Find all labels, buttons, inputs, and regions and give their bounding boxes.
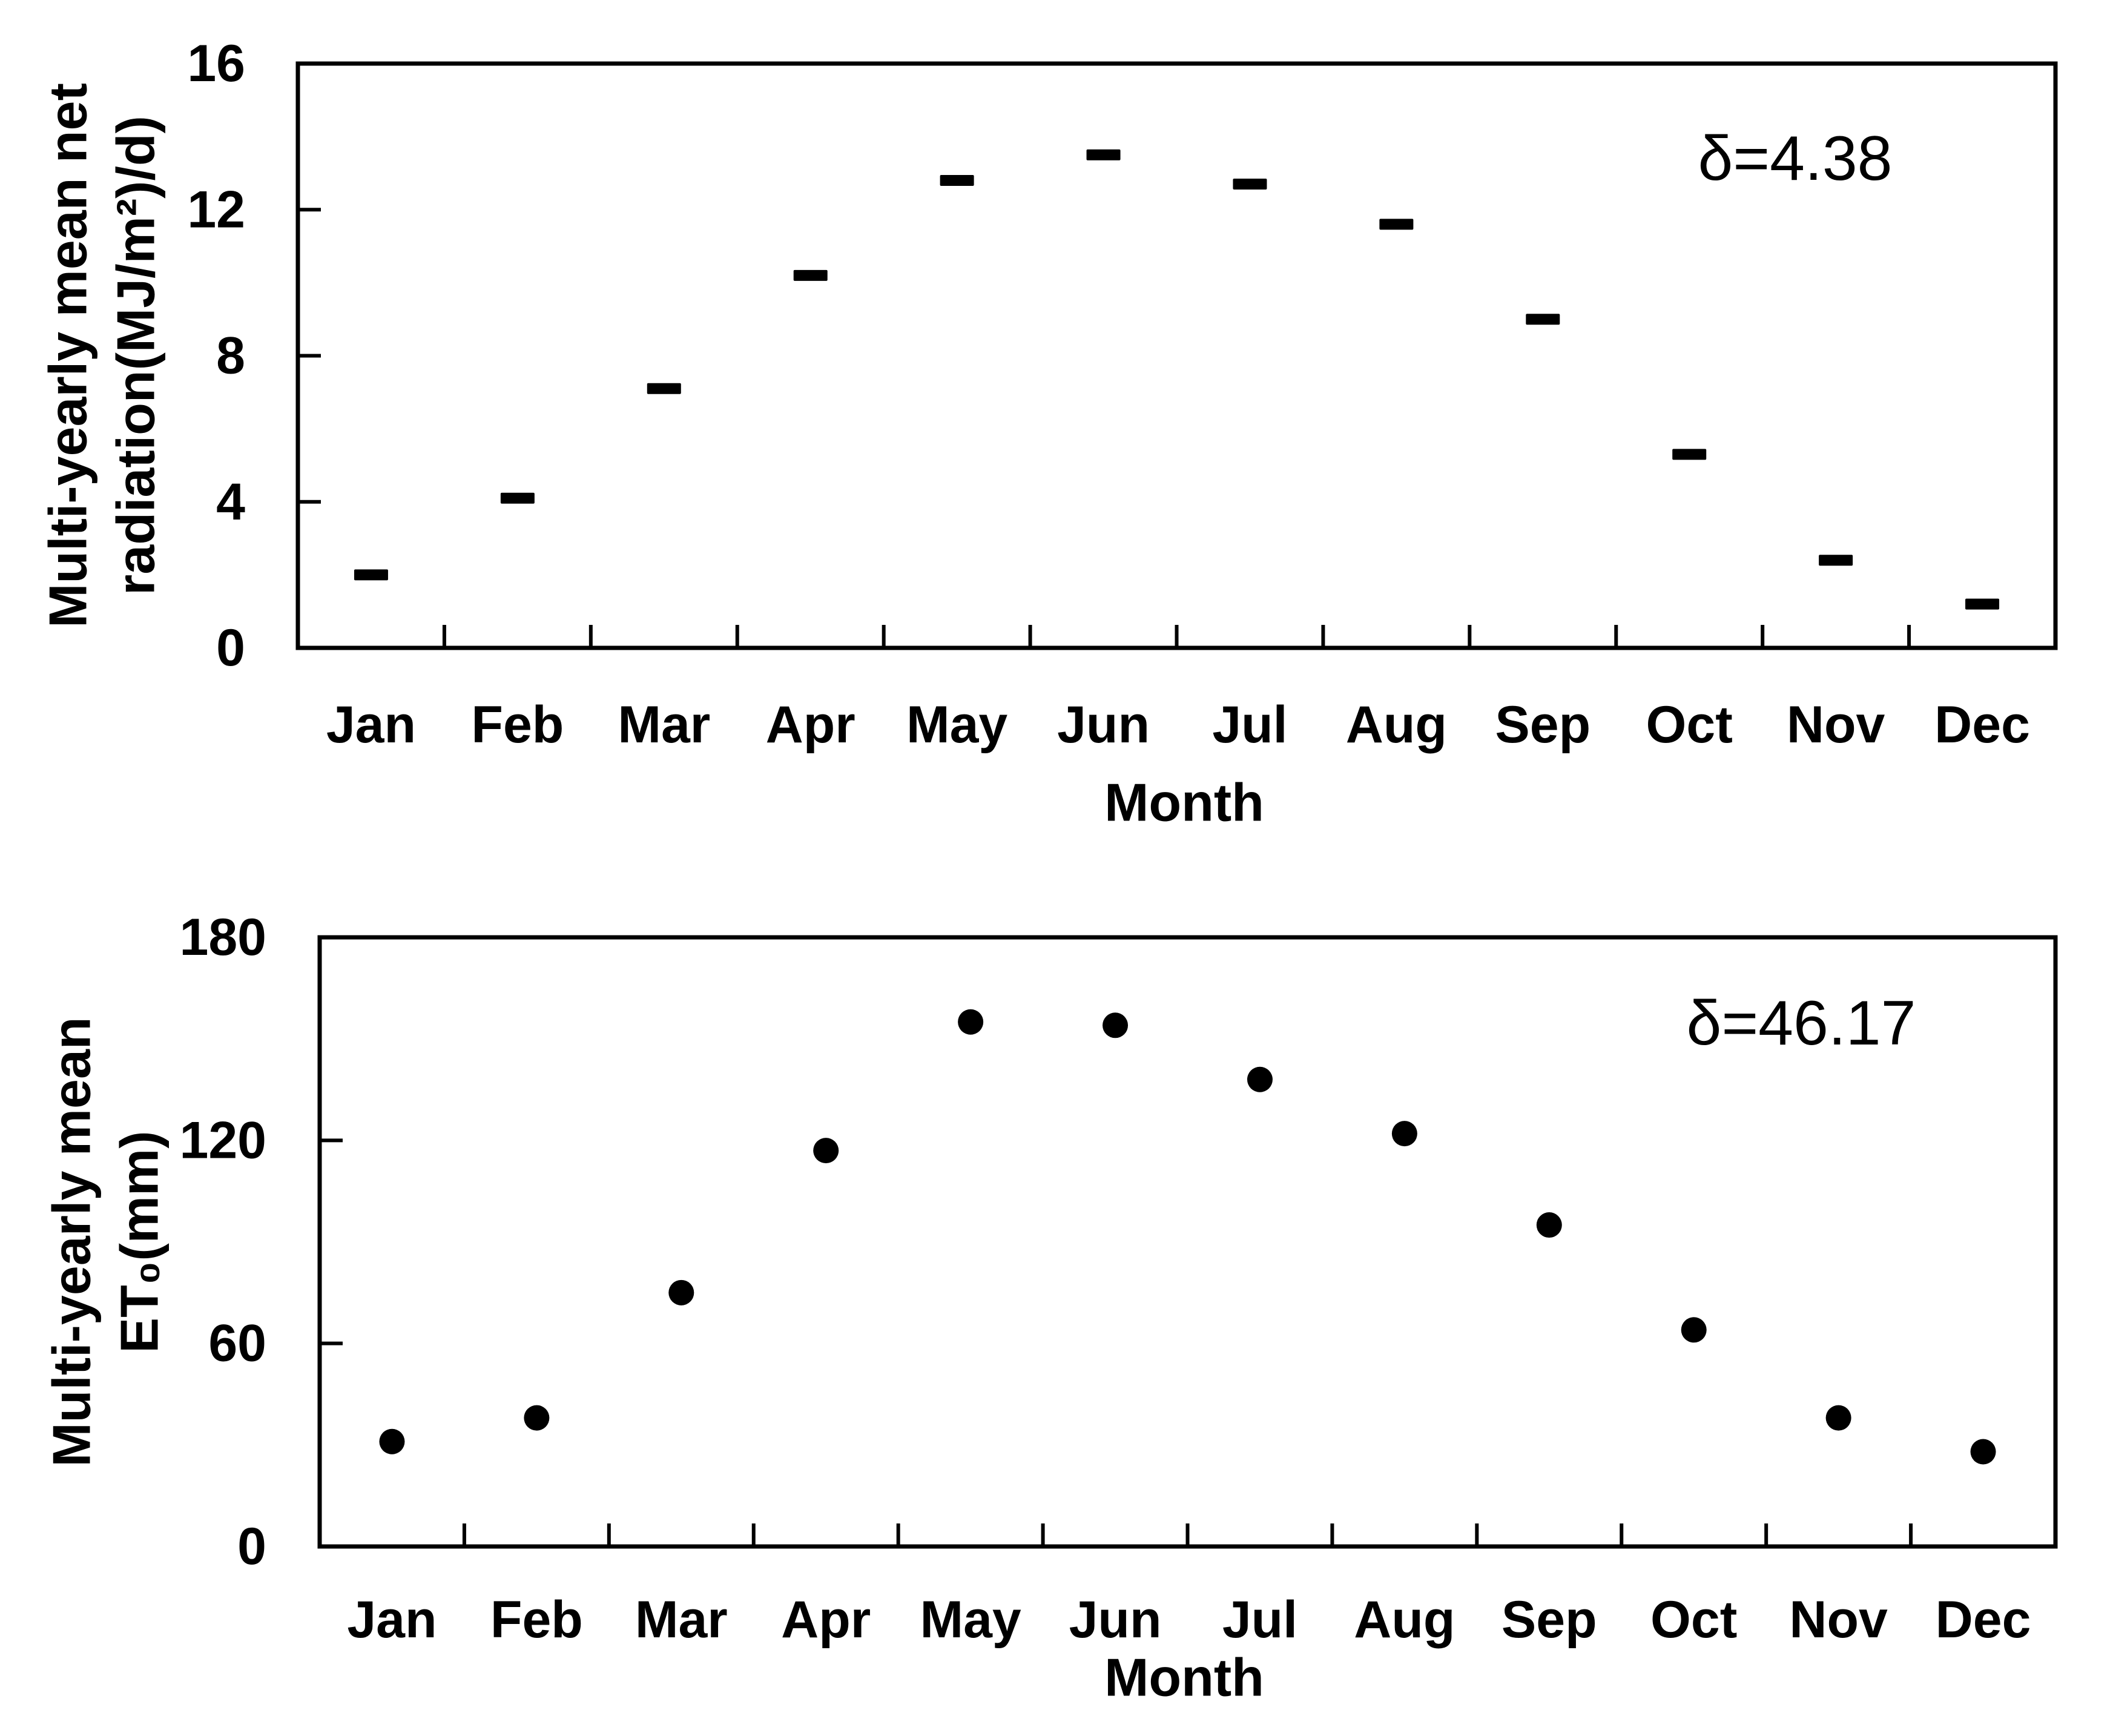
net-radiation-chart: 0 4 8 12 16 Jan Feb Mar Apr May Jun Jul Aug Sep Oct Nov… bbox=[187, 35, 2058, 754]
data-point-marker bbox=[958, 1009, 984, 1035]
x-tick-label: Mar bbox=[618, 696, 710, 754]
data-point-marker bbox=[1819, 555, 1853, 566]
data-point-marker bbox=[1526, 314, 1560, 325]
data-point-marker bbox=[1379, 219, 1414, 230]
data-point-marker bbox=[1391, 1121, 1417, 1147]
x-tick-label: Oct bbox=[1650, 1591, 1737, 1649]
y-tick-label: 120 bbox=[180, 1111, 267, 1169]
y-tick-label: 180 bbox=[180, 908, 267, 966]
data-point-marker bbox=[1247, 1066, 1273, 1092]
x-tick-label: May bbox=[920, 1591, 1021, 1649]
x-tick-label: Feb bbox=[471, 696, 564, 754]
x-tick-label: Jan bbox=[347, 1591, 437, 1649]
y-tick-label: 12 bbox=[187, 180, 245, 239]
top-y-axis-title-line2: radiation(MJ/m²)/d) bbox=[106, 116, 166, 595]
x-tick-label: Nov bbox=[1787, 696, 1885, 754]
x-tick-label: Apr bbox=[766, 696, 855, 754]
bottom-delta-annotation: δ=46.17 bbox=[1687, 988, 1916, 1058]
data-point-marker bbox=[1536, 1212, 1562, 1238]
data-point-marker bbox=[1233, 179, 1267, 190]
data-point-marker bbox=[1103, 1012, 1129, 1038]
x-tick-label: Dec bbox=[1936, 1591, 2031, 1649]
x-tick-label: Nov bbox=[1789, 1591, 1888, 1649]
data-point-marker bbox=[793, 269, 828, 281]
data-point-marker bbox=[1672, 449, 1707, 460]
x-tick-label: Jun bbox=[1069, 1591, 1162, 1649]
x-tick-label: Sep bbox=[1502, 1591, 1597, 1649]
x-tick-label: Feb bbox=[490, 1591, 583, 1649]
x-tick-label: Jan bbox=[326, 696, 416, 754]
data-point-marker bbox=[1970, 1439, 1996, 1465]
y-tick-label: 0 bbox=[237, 1517, 266, 1576]
data-point-marker bbox=[524, 1405, 550, 1431]
data-point-marker bbox=[1825, 1405, 1851, 1431]
data-point-marker bbox=[1086, 149, 1121, 160]
top-y-axis-title-line1: Multi-yearly mean net bbox=[38, 83, 98, 628]
data-point-marker bbox=[813, 1138, 839, 1164]
y-tick-label: 60 bbox=[208, 1315, 266, 1373]
x-tick-label: Aug bbox=[1346, 696, 1447, 754]
data-point-marker bbox=[940, 175, 974, 186]
top-x-axis-title: Month bbox=[1104, 773, 1264, 833]
y-tick-label: 8 bbox=[216, 327, 245, 385]
data-point-marker bbox=[1681, 1317, 1707, 1343]
x-tick-label: Apr bbox=[781, 1591, 871, 1649]
data-point-marker bbox=[500, 492, 535, 504]
et0-chart: 0 60 120 180 Jan Feb Mar Apr May Jun Jul Aug Sep Oct N… bbox=[180, 908, 2058, 1649]
data-point-marker bbox=[354, 569, 388, 581]
x-tick-label: Jun bbox=[1057, 696, 1150, 754]
x-tick-label: Jul bbox=[1212, 696, 1287, 754]
y-tick-label: 16 bbox=[187, 35, 245, 93]
x-tick-label: Sep bbox=[1495, 696, 1591, 754]
x-tick-label: Aug bbox=[1354, 1591, 1455, 1649]
data-point-marker bbox=[647, 383, 681, 394]
bottom-y-axis-title-line1: Multi-yearly mean bbox=[42, 1017, 102, 1467]
data-point-marker bbox=[1965, 598, 2000, 610]
data-point-marker bbox=[668, 1279, 694, 1305]
y-tick-label: 4 bbox=[216, 473, 245, 531]
x-tick-label: Oct bbox=[1646, 696, 1733, 754]
top-delta-annotation: δ=4.38 bbox=[1698, 124, 1892, 194]
data-point-marker bbox=[379, 1428, 405, 1454]
bottom-x-axis-title: Month bbox=[1104, 1648, 1264, 1708]
bottom-y-axis-title-line2: ET₀(mm) bbox=[110, 1130, 170, 1353]
x-tick-label: Jul bbox=[1222, 1591, 1297, 1649]
y-tick-label: 0 bbox=[216, 619, 245, 677]
x-tick-label: Mar bbox=[635, 1591, 728, 1649]
x-tick-label: Dec bbox=[1934, 696, 2030, 754]
x-tick-label: May bbox=[906, 696, 1007, 754]
